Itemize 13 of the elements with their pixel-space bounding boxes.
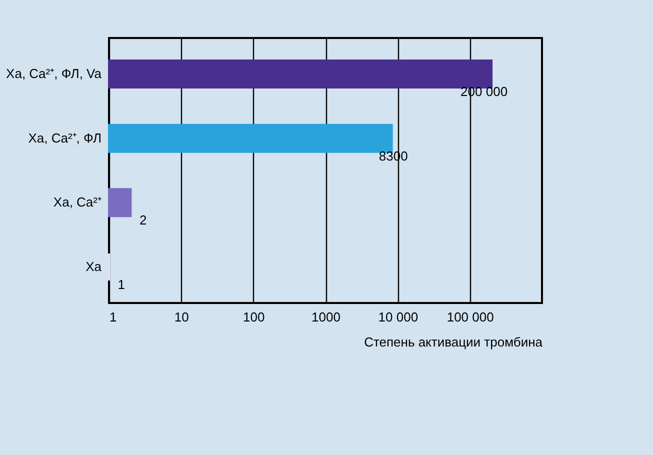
y-tick-label: Xa, Ca²⁺, ФЛ, Va <box>6 66 102 82</box>
data-label: 1 <box>118 276 125 292</box>
x-tick-label: 100 000 <box>446 310 494 324</box>
x-tick-label: 10 000 <box>378 310 418 324</box>
y-tick-label: Xa, Ca²⁺ <box>53 194 102 210</box>
x-tick-label: 1000 <box>312 310 340 324</box>
y-tick-label: Xa, Ca²⁺, ФЛ <box>28 130 102 146</box>
x-axis-title: Степень активации тромбина <box>364 334 544 350</box>
x-tick-label: 10 <box>174 310 189 324</box>
y-tick-label: Xa <box>86 258 102 274</box>
x-tick-label: 1 <box>110 310 117 324</box>
x-tick-label: 100 <box>242 310 265 324</box>
data-label: 2 <box>139 212 147 228</box>
